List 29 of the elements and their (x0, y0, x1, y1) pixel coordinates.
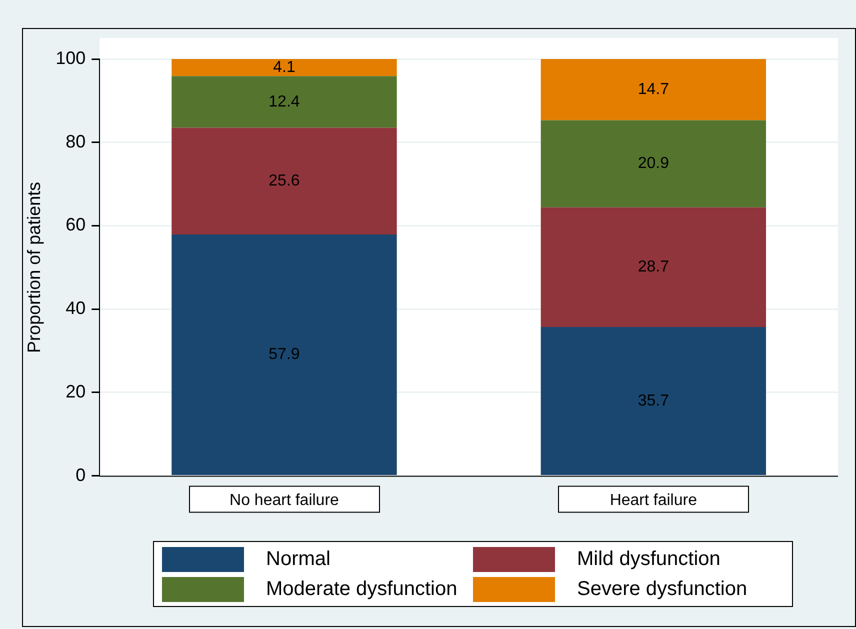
bar (172, 59, 397, 76)
y-tick-label: 80 (66, 131, 86, 152)
data-label: 28.7 (638, 258, 670, 276)
y-tick-label: 60 (66, 214, 86, 235)
y-tick-label: 100 (56, 48, 86, 68)
bar (540, 207, 766, 328)
legend-label: Mild dysfunction (577, 548, 720, 570)
data-label: 35.7 (638, 392, 670, 410)
legend-label: Severe dysfunction (577, 578, 748, 600)
data-label: 14.7 (638, 81, 670, 98)
bar (172, 76, 397, 128)
y-tick-label: 0 (76, 464, 86, 485)
legend-label: Moderate dysfunction (266, 578, 458, 600)
y-tick-label: 40 (66, 298, 86, 318)
data-label: 20.9 (638, 155, 670, 172)
data-label: 57.9 (268, 346, 300, 364)
y-tick-label: 20 (66, 381, 86, 402)
bar (540, 59, 766, 120)
data-label: 4.1 (273, 58, 296, 76)
bar (540, 120, 766, 208)
legend-label: Normal (266, 548, 330, 570)
x-tick-label: No heart failure (230, 492, 340, 509)
y-axis-title: Proportion of patients (24, 182, 44, 353)
bar (172, 234, 397, 476)
data-label: 25.6 (268, 172, 300, 190)
data-label: 12.4 (268, 93, 300, 110)
x-tick-label: Heart failure (610, 492, 698, 509)
bar (540, 327, 766, 476)
bar (172, 128, 397, 234)
